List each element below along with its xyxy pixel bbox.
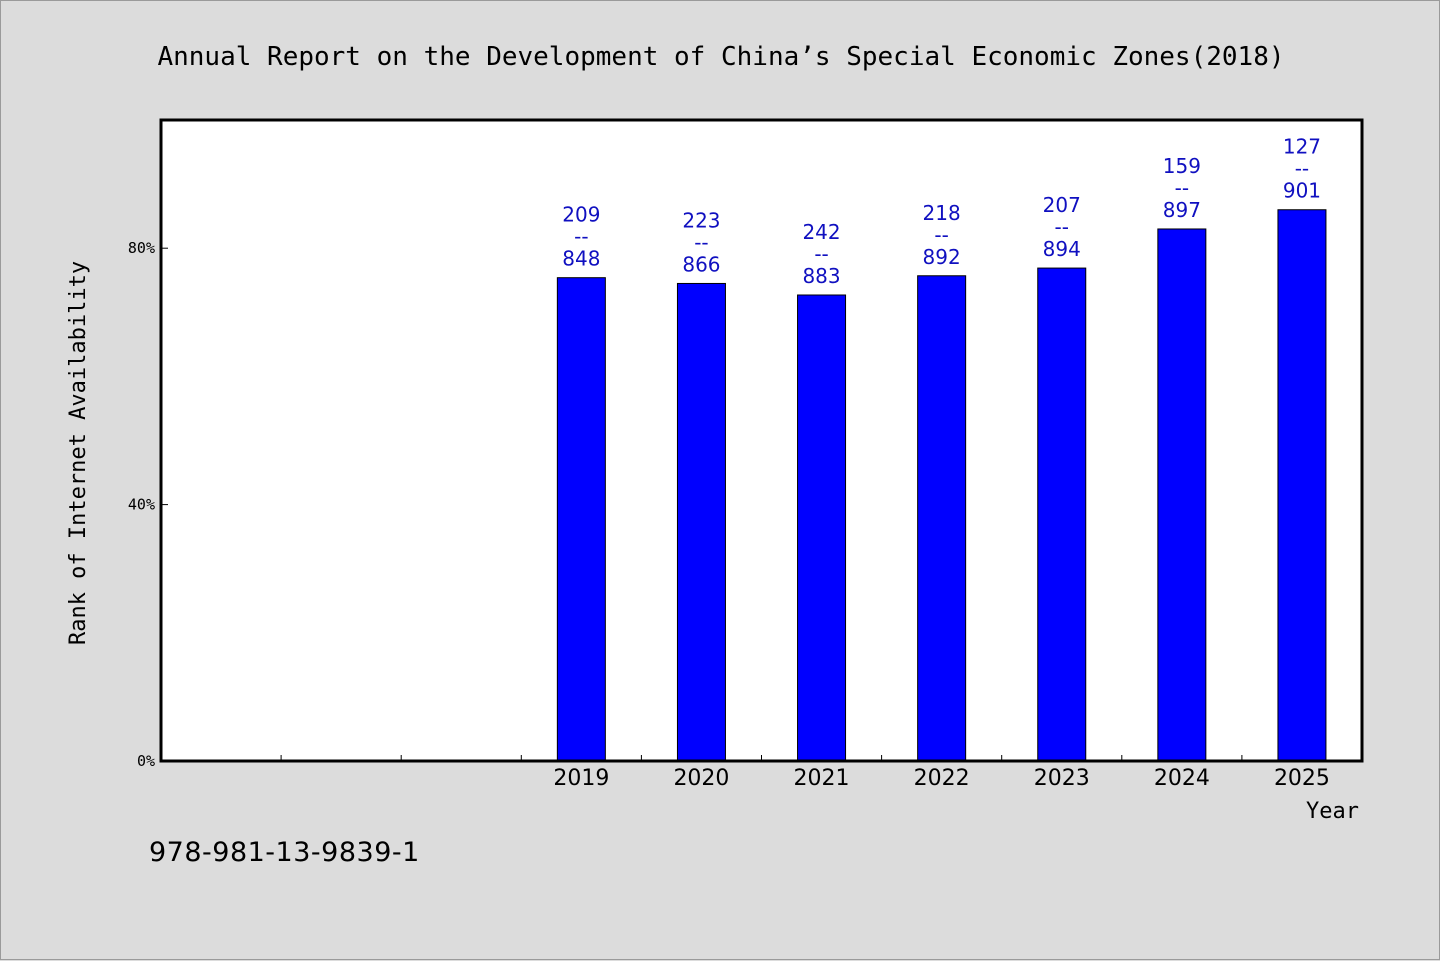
bar-2020 [676,282,726,762]
bar-2022 [917,275,967,762]
data-label: -- [1175,176,1189,200]
y-tick-label: 80% [128,239,155,257]
data-label: 218 [923,201,961,225]
bar-2024 [1157,228,1207,762]
isbn-text: 978-981-13-9839-1 [149,837,420,868]
x-tick-label: 2025 [1274,766,1330,791]
data-label: 901 [1283,179,1321,203]
data-label: 209 [562,203,600,227]
data-label: 894 [1043,237,1081,261]
data-label: 883 [802,264,840,288]
x-tick-label: 2024 [1154,766,1210,791]
data-label: -- [574,225,588,249]
data-label: -- [814,242,828,266]
data-label: 223 [682,208,720,232]
bar-2019 [556,277,606,762]
y-tick-label: 0% [137,752,155,770]
x-tick-label: 2023 [1034,766,1090,791]
data-label: 207 [1043,193,1081,217]
data-label: 897 [1163,198,1201,222]
y-axis-label: Rank of Internet Availability [66,261,91,645]
data-label: 127 [1283,135,1321,159]
data-label: -- [1295,157,1309,181]
x-axis-label: Year [1306,799,1359,824]
y-tick-label: 40% [128,496,155,514]
data-label: 892 [923,245,961,269]
data-label: -- [1055,215,1069,239]
data-label: 848 [562,247,600,271]
x-tick-label: 2022 [914,766,970,791]
data-label: -- [694,230,708,254]
data-label: 159 [1163,154,1201,178]
bar-2025 [1277,209,1327,762]
x-tick-label: 2019 [553,766,609,791]
x-tick-label: 2021 [794,766,850,791]
data-label: 242 [802,220,840,244]
x-tick-label: 2020 [673,766,729,791]
plot-frame [159,118,1364,763]
chart-title: Annual Report on the Development of Chin… [157,42,1284,72]
data-label: 866 [682,252,720,276]
bar-2023 [1037,267,1087,762]
data-label: -- [934,223,948,247]
bar-2021 [797,294,847,762]
